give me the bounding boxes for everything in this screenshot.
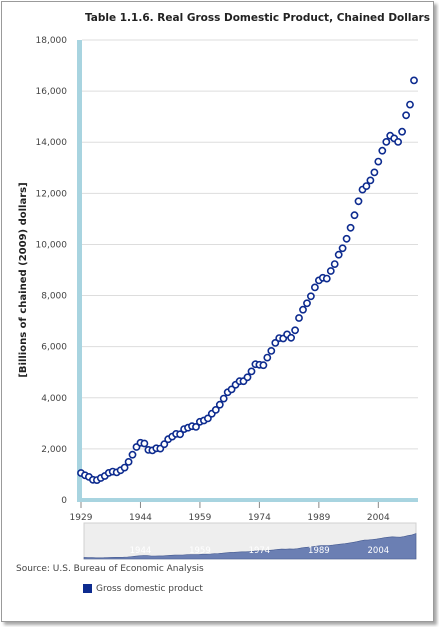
x-tick-label: 1959 [188, 513, 211, 523]
y-tick-labels: 0 2,000 4,000 6,000 8,000 10,000 12,000 14,000 1… [36, 36, 68, 506]
x-tick-label: 1944 [129, 513, 152, 523]
data-point[interactable] [378, 146, 387, 155]
data-point[interactable] [203, 414, 212, 423]
data-point[interactable] [299, 305, 307, 314]
x-tick-label: 1989 [307, 513, 330, 523]
data-point[interactable] [310, 283, 319, 292]
data-point[interactable] [140, 439, 149, 448]
navigator-tick-label: 1989 [308, 546, 330, 556]
x-tick-labels: 1929 1944 1959 1974 1989 2004 [70, 502, 390, 523]
x-tick-label: 2004 [367, 513, 390, 523]
navigator-tick-label: 1944 [130, 546, 152, 556]
navigator-tick-labels: 1944 1959 1974 1989 2004 [130, 546, 389, 556]
y-tick-label: 0 [61, 496, 67, 506]
legend[interactable]: Gross domestic product [83, 584, 203, 594]
data-point[interactable] [176, 430, 184, 439]
gridlines [82, 39, 418, 450]
data-point[interactable] [219, 394, 228, 403]
data-point[interactable] [406, 100, 414, 109]
legend-swatch [83, 584, 92, 593]
y-tick-label: 16,000 [36, 87, 68, 97]
data-point[interactable] [263, 353, 272, 362]
data-point[interactable] [215, 400, 224, 409]
data-point[interactable] [247, 367, 256, 376]
data-point[interactable] [342, 234, 351, 243]
data-point[interactable] [303, 299, 311, 308]
legend-label: Gross domestic product [96, 584, 203, 594]
data-point[interactable] [366, 176, 375, 185]
data-point[interactable] [402, 111, 410, 120]
y-tick-label: 8,000 [41, 292, 67, 302]
chart-frame [1, 1, 434, 622]
data-point[interactable] [350, 211, 359, 220]
navigator-tick-label: 1974 [249, 546, 271, 556]
y-tick-label: 14,000 [36, 138, 68, 148]
data-point[interactable] [326, 267, 335, 275]
data-point[interactable] [330, 260, 339, 268]
data-point[interactable] [295, 314, 303, 322]
x-tick-label: 1974 [248, 513, 271, 523]
data-point[interactable] [354, 197, 363, 206]
navigator-tick-label: 2004 [368, 546, 390, 556]
navigator-area [83, 533, 417, 560]
data-point[interactable] [370, 168, 379, 177]
y-tick-label: 18,000 [36, 36, 68, 46]
source-note: Source: U.S. Bureau of Economic Analysis [16, 564, 204, 574]
data-point[interactable] [160, 440, 169, 449]
data-point[interactable] [192, 422, 200, 431]
data-point[interactable] [346, 223, 355, 232]
data-point[interactable] [306, 292, 315, 301]
y-tick-label: 2,000 [41, 445, 67, 455]
y-tick-label: 12,000 [36, 189, 68, 199]
data-point[interactable] [211, 405, 220, 414]
x-tick-label: 1929 [70, 513, 93, 523]
data-point[interactable] [394, 137, 402, 146]
data-point[interactable] [227, 385, 236, 394]
y-tick-label: 10,000 [36, 240, 68, 250]
data-point[interactable] [287, 333, 295, 342]
data-point[interactable] [124, 457, 133, 466]
data-point[interactable] [398, 127, 406, 136]
data-point[interactable] [334, 250, 343, 259]
y-axis-band [77, 40, 82, 500]
data-point[interactable] [322, 274, 331, 283]
data-point[interactable] [243, 373, 252, 382]
y-tick-label: 4,000 [41, 394, 67, 404]
series-points [77, 76, 418, 484]
chart-title: Table 1.1.6. Real Gross Domestic Product… [84, 12, 430, 24]
data-point[interactable] [382, 137, 391, 146]
data-point[interactable] [374, 157, 383, 166]
data-point[interactable] [291, 326, 299, 335]
data-point[interactable] [267, 346, 276, 355]
data-point[interactable] [120, 463, 129, 472]
data-point[interactable] [271, 338, 280, 347]
navigator-tick-label: 1959 [189, 546, 211, 556]
data-point[interactable] [259, 361, 268, 370]
data-point[interactable] [338, 244, 347, 253]
data-point[interactable] [128, 450, 137, 459]
data-point[interactable] [362, 182, 371, 190]
y-tick-label: 6,000 [41, 343, 67, 353]
data-point[interactable] [410, 76, 418, 85]
